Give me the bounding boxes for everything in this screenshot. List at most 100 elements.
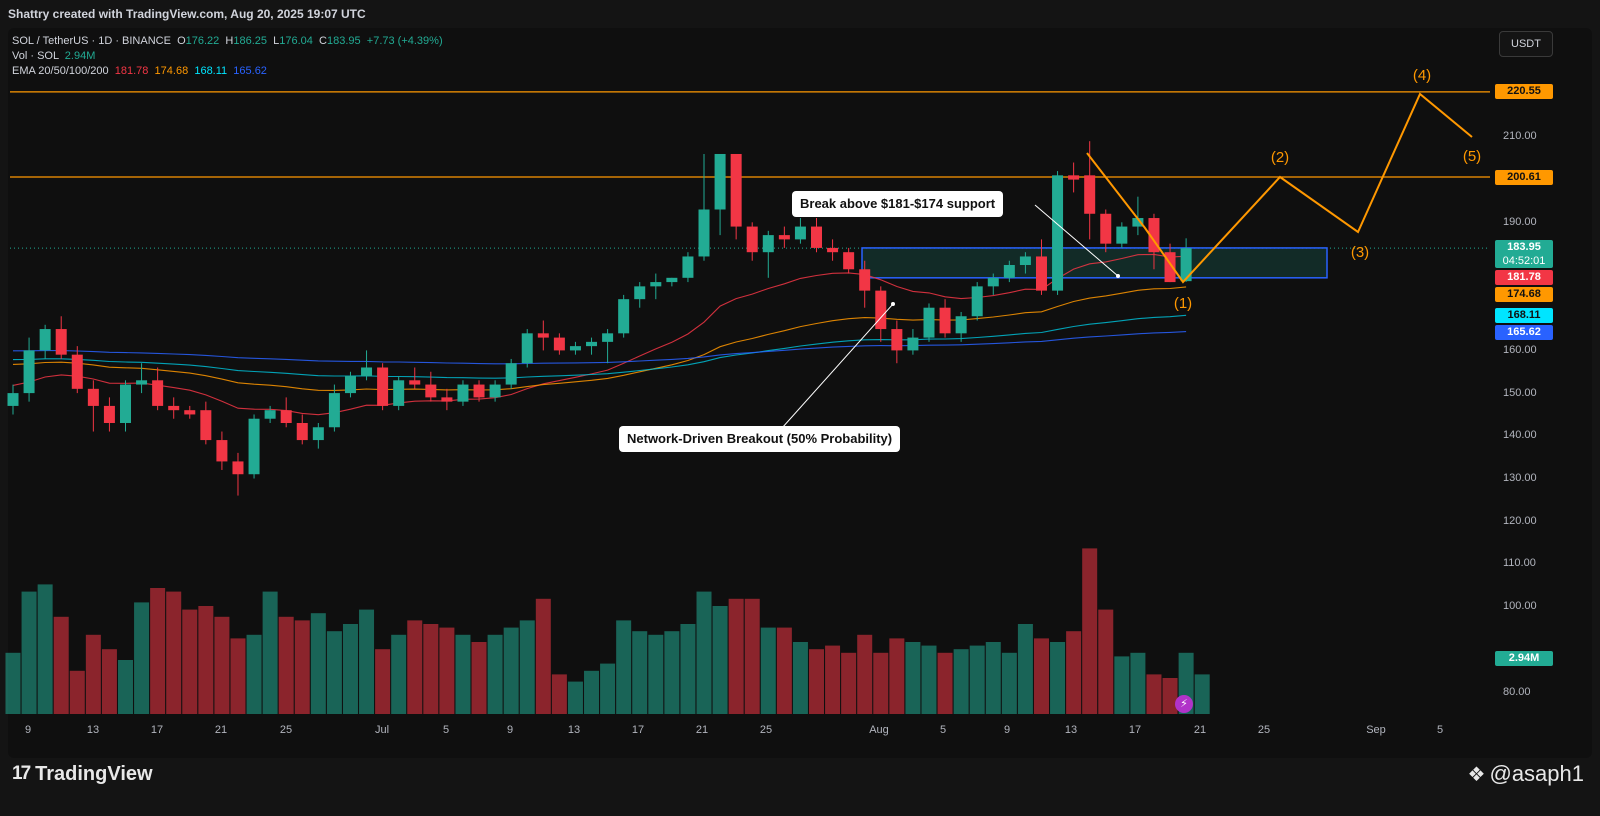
x-tick: 21 [695, 724, 709, 736]
y-tick: 80.00 [1503, 686, 1531, 698]
last-price-tag[interactable]: 183.95 [1495, 240, 1553, 254]
volume-bar [150, 588, 166, 714]
ema20-line [12, 253, 1187, 416]
volume-bar [519, 620, 535, 714]
wave-label-4[interactable]: (4) [1412, 67, 1432, 84]
candle-body [1100, 213, 1112, 244]
candle-body [296, 422, 308, 441]
volume-bar [423, 624, 439, 714]
volume-bar [359, 609, 375, 714]
y-tick: 100.00 [1503, 600, 1537, 612]
candle-body [1132, 218, 1144, 227]
candle-body [184, 410, 196, 415]
wave-label-3[interactable]: (3) [1350, 244, 1370, 261]
ohlc-low: 176.04 [279, 35, 313, 47]
volume-bar [166, 591, 182, 714]
legend-ema-row[interactable]: EMA 20/50/100/200 181.78 174.68 168.11 1… [12, 64, 443, 79]
volume-bar [600, 663, 616, 714]
candle-body [505, 363, 517, 385]
candle-body [939, 307, 951, 334]
wave-label-5[interactable]: (5) [1462, 148, 1482, 165]
candle-body [1019, 256, 1031, 266]
volume-bar [1114, 656, 1130, 714]
candle-body [698, 209, 710, 257]
ohlc-high: 186.25 [233, 35, 268, 47]
breakout-callout-dot [891, 302, 895, 306]
volume-bar [551, 674, 567, 714]
tradingview-logo-icon: 17 [12, 763, 31, 784]
volume-value: 2.94M [64, 50, 96, 62]
candle-body [859, 269, 871, 291]
ema200-line [13, 331, 1187, 365]
candle-body [602, 333, 614, 342]
candle-body [907, 337, 919, 351]
volume-tag: 2.94M [1495, 651, 1553, 666]
volume-bar [632, 631, 648, 714]
volume-bar [616, 620, 632, 714]
candle-body [393, 380, 405, 406]
ohlc-open-label: O [177, 35, 186, 47]
volume-bar [278, 616, 294, 714]
candle-body [152, 380, 164, 406]
volume-bar [535, 598, 551, 714]
x-tick: 21 [214, 724, 228, 736]
volume-bar [680, 624, 696, 714]
x-tick: 25 [279, 724, 293, 736]
level-mid-tag[interactable]: 200.61 [1495, 170, 1553, 185]
flash-icon[interactable]: ⚡ [1175, 695, 1193, 713]
candle-body [1035, 256, 1047, 291]
y-tick: 190.00 [1503, 216, 1537, 228]
legend-volume-row[interactable]: Vol · SOL 2.94M [12, 49, 443, 64]
volume-bar [648, 634, 664, 714]
volume-bar [85, 634, 101, 714]
wave-label-2[interactable]: (2) [1270, 149, 1290, 166]
candle-body [650, 282, 662, 287]
volume-bar [471, 642, 487, 714]
volume-bar [117, 660, 133, 714]
candle-body [39, 329, 51, 351]
x-tick: 21 [1193, 724, 1207, 736]
volume-bar [1001, 652, 1017, 714]
x-tick: 17 [150, 724, 164, 736]
y-tick: 140.00 [1503, 429, 1537, 441]
volume-bar [1194, 674, 1210, 714]
projection-path [1086, 92, 1473, 284]
support-callout[interactable]: Break above $181-$174 support [792, 191, 1004, 217]
ema20-value: 181.78 [114, 65, 149, 77]
legend-symbol-row[interactable]: SOL / TetherUS · 1D · BINANCE O176.22 H1… [12, 34, 443, 49]
candle-body [553, 337, 565, 351]
candle-body [1084, 175, 1096, 214]
candle-body [923, 307, 935, 338]
ema200-value: 165.62 [233, 65, 267, 77]
volume-bar [792, 642, 808, 714]
candle-body [987, 277, 999, 287]
candle-body [119, 384, 131, 423]
volume-bar [744, 598, 760, 714]
ohlc-low-label: L [273, 35, 280, 47]
symbol-name[interactable]: SOL / TetherUS · 1D · BINANCE [12, 35, 171, 47]
chart-legend: SOL / TetherUS · 1D · BINANCE O176.22 H1… [12, 34, 443, 79]
level-high-tag[interactable]: 220.55 [1495, 84, 1553, 99]
chart-caption: Shattry created with TradingView.com, Au… [8, 7, 366, 21]
ema100-value: 168.11 [194, 65, 228, 77]
y-tick: 210.00 [1503, 130, 1537, 142]
candle-body [666, 277, 678, 283]
diamond-logo-icon: ❖ [1467, 763, 1486, 786]
volume-bar [214, 616, 230, 714]
currency-button[interactable]: USDT [1499, 31, 1553, 57]
x-tick: 5 [939, 724, 947, 736]
volume-bar [937, 652, 953, 714]
wave-label-1[interactable]: (1) [1173, 295, 1193, 312]
tradingview-logo[interactable]: 17 TradingView [12, 762, 153, 786]
breakout-callout-pointer [781, 303, 894, 429]
candle-body [1116, 226, 1128, 244]
candle-body [23, 350, 35, 394]
volume-bar [728, 598, 744, 714]
candle-body [762, 235, 774, 253]
volume-bar [53, 616, 69, 714]
candle-body [843, 252, 855, 270]
volume-bar [905, 642, 921, 714]
candle-body [634, 286, 646, 300]
breakout-callout[interactable]: Network-Driven Breakout (50% Probability… [619, 426, 901, 452]
